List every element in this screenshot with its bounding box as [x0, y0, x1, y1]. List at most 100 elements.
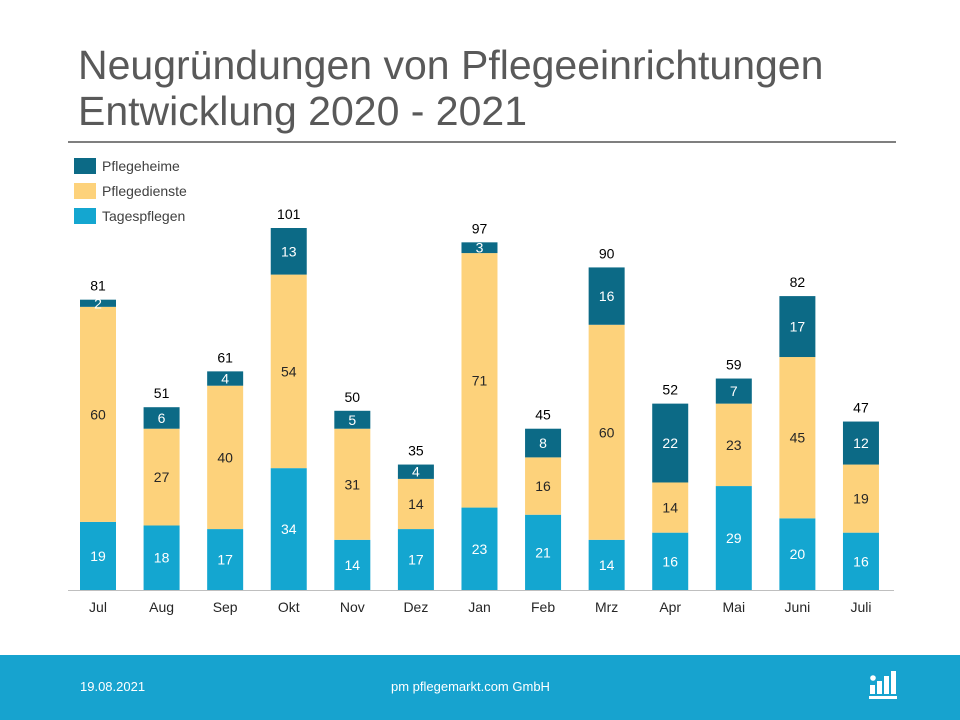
bar-segment-pflegedienste [461, 253, 498, 508]
data-label: 14 [408, 496, 424, 512]
data-label: 54 [281, 363, 297, 379]
total-label: 50 [345, 389, 361, 405]
legend-label-pflegedienste: Pflegedienste [102, 182, 187, 199]
x-tick-label: Feb [531, 599, 555, 615]
bar-segment-pflegedienste [397, 478, 434, 530]
bar-segment-pflegedienste [525, 457, 562, 515]
legend-item-pflegedienste: Pflegedienste [74, 178, 187, 203]
legend-item-pflegeheime: Pflegeheime [74, 153, 187, 178]
data-label: 2 [94, 295, 102, 311]
footer-date: 19.08.2021 [80, 679, 146, 694]
bar-segment-pflegedienste [80, 306, 116, 522]
bar-segment-pflegeheime [842, 421, 879, 465]
x-tick-label: Sep [213, 599, 238, 615]
data-label: 17 [790, 319, 806, 335]
bar-segment-pflegedienste [143, 428, 180, 526]
x-tick-label: Mai [723, 599, 746, 615]
title-divider [68, 141, 896, 143]
data-label: 14 [599, 557, 615, 573]
legend-label-tagespflegen: Tagespflegen [102, 207, 186, 224]
data-label: 60 [90, 406, 106, 422]
bar-segment-pflegedienste [715, 403, 752, 487]
data-label: 16 [662, 553, 678, 569]
stacked-bar-chart: 1960281Jul1827651Aug1740461Sep345413101O… [68, 206, 894, 615]
x-tick-label: Aug [149, 599, 174, 615]
bar-segment-tagespflegen [80, 521, 116, 590]
bar-segment-pflegeheime [779, 296, 816, 358]
legend-swatch-pflegeheime [74, 157, 96, 174]
total-label: 101 [277, 206, 301, 222]
bar-segment-tagespflegen [334, 539, 371, 590]
bar-segment-tagespflegen [588, 539, 625, 590]
bar-segment-tagespflegen [779, 518, 816, 590]
footer-company: pm pflegemarkt.com GmbH [391, 679, 550, 694]
legend: Pflegeheime Pflegedienste Tagespflegen [74, 153, 187, 228]
bar-segment-pflegeheime [588, 267, 625, 325]
data-label: 45 [790, 430, 806, 446]
data-label: 17 [217, 552, 233, 568]
data-label: 16 [853, 553, 869, 569]
x-tick-label: Juli [850, 599, 871, 615]
bar-segment-pflegeheime [397, 464, 434, 479]
data-label: 22 [662, 435, 678, 451]
bar-segment-tagespflegen [270, 468, 307, 590]
data-label: 34 [281, 521, 297, 537]
total-label: 35 [408, 443, 424, 459]
bar-segment-pflegeheime [715, 378, 752, 404]
data-label: 23 [726, 437, 742, 453]
x-tick-label: Apr [659, 599, 681, 615]
bar-segment-pflegeheime [461, 242, 498, 254]
x-tick-label: Mrz [595, 599, 618, 615]
data-label: 7 [730, 383, 738, 399]
footer-bar: 19.08.2021 pm pflegemarkt.com GmbH [0, 655, 960, 720]
total-label: 90 [599, 245, 615, 261]
bar-segment-pflegeheime [270, 228, 307, 275]
x-tick-label: Jan [468, 599, 491, 615]
bar-segment-pflegeheime [652, 403, 689, 483]
total-label: 45 [535, 407, 551, 423]
data-label: 19 [90, 548, 106, 564]
bar-segment-tagespflegen [715, 486, 752, 590]
x-tick-label: Juni [785, 599, 811, 615]
pflegemarkt-logo-icon [869, 671, 897, 699]
bar-segment-pflegeheime [334, 410, 371, 429]
total-label: 47 [853, 400, 869, 416]
data-label: 13 [281, 243, 297, 259]
bar-segment-tagespflegen [842, 532, 879, 590]
data-label: 12 [853, 435, 869, 451]
data-label: 6 [158, 410, 166, 426]
data-label: 5 [348, 412, 356, 428]
data-label: 16 [599, 288, 615, 304]
total-label: 51 [154, 385, 170, 401]
bar-segment-pflegeheime [207, 371, 244, 386]
data-label: 20 [790, 546, 806, 562]
data-label: 8 [539, 435, 547, 451]
total-label: 82 [790, 274, 806, 290]
legend-item-tagespflegen: Tagespflegen [74, 203, 187, 228]
data-label: 14 [662, 500, 678, 516]
data-label: 27 [154, 469, 170, 485]
total-label: 81 [90, 278, 106, 294]
data-label: 4 [412, 464, 420, 480]
bar-segment-pflegedienste [842, 464, 879, 533]
chart-title: Neugründungen von Pflegeeinrichtungen En… [78, 42, 824, 134]
data-label: 4 [221, 371, 229, 387]
bar-segment-pflegedienste [652, 482, 689, 533]
bar-segment-tagespflegen [397, 529, 434, 590]
data-label: 23 [472, 541, 488, 557]
data-label: 60 [599, 424, 615, 440]
x-tick-label: Okt [278, 599, 300, 615]
data-label: 16 [535, 478, 551, 494]
total-label: 52 [662, 382, 678, 398]
data-label: 3 [476, 240, 484, 256]
data-label: 71 [472, 372, 488, 388]
data-label: 40 [217, 449, 233, 465]
bar-segment-tagespflegen [652, 532, 689, 590]
legend-label-pflegeheime: Pflegeheime [102, 157, 180, 174]
x-tick-label: Dez [403, 599, 428, 615]
bar-segment-pflegeheime [525, 428, 562, 458]
bar-segment-tagespflegen [525, 514, 562, 590]
bar-segment-tagespflegen [207, 529, 244, 590]
data-label: 18 [154, 550, 170, 566]
data-label: 21 [535, 544, 551, 560]
